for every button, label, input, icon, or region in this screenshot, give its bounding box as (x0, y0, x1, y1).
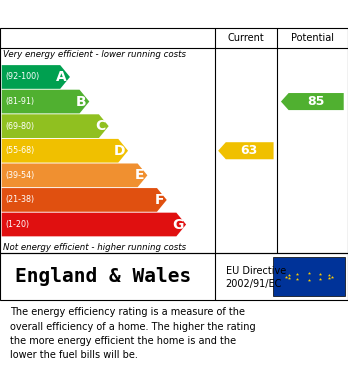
Text: (39-54): (39-54) (5, 171, 34, 180)
Text: D: D (114, 144, 125, 158)
Text: (81-91): (81-91) (5, 97, 34, 106)
Text: 63: 63 (241, 144, 258, 157)
Polygon shape (2, 188, 167, 212)
Text: (92-100): (92-100) (5, 72, 39, 81)
Polygon shape (2, 114, 109, 138)
Text: EU Directive: EU Directive (226, 266, 286, 276)
Text: F: F (155, 193, 164, 207)
Polygon shape (2, 163, 148, 187)
Text: B: B (76, 95, 87, 109)
Text: 2002/91/EC: 2002/91/EC (226, 278, 282, 289)
Text: 85: 85 (307, 95, 324, 108)
Polygon shape (2, 139, 128, 163)
Text: (1-20): (1-20) (5, 220, 29, 229)
Bar (273, 257, 345, 296)
Polygon shape (2, 90, 89, 113)
Text: Not energy efficient - higher running costs: Not energy efficient - higher running co… (3, 243, 187, 252)
Text: Potential: Potential (291, 33, 334, 43)
Text: The energy efficiency rating is a measure of the
overall efficiency of a home. T: The energy efficiency rating is a measur… (10, 307, 256, 361)
Text: (21-38): (21-38) (5, 196, 34, 204)
Text: A: A (56, 70, 67, 84)
Polygon shape (2, 213, 186, 236)
Text: E: E (135, 169, 145, 182)
Text: Very energy efficient - lower running costs: Very energy efficient - lower running co… (3, 50, 187, 59)
Text: (55-68): (55-68) (5, 146, 34, 155)
Text: Current: Current (228, 33, 264, 43)
Text: C: C (96, 119, 106, 133)
Text: Energy Efficiency Rating: Energy Efficiency Rating (10, 7, 220, 22)
Text: G: G (172, 217, 183, 231)
Polygon shape (218, 142, 274, 159)
Text: (69-80): (69-80) (5, 122, 34, 131)
Polygon shape (281, 93, 344, 110)
Polygon shape (2, 65, 70, 89)
Text: England & Wales: England & Wales (15, 267, 191, 286)
